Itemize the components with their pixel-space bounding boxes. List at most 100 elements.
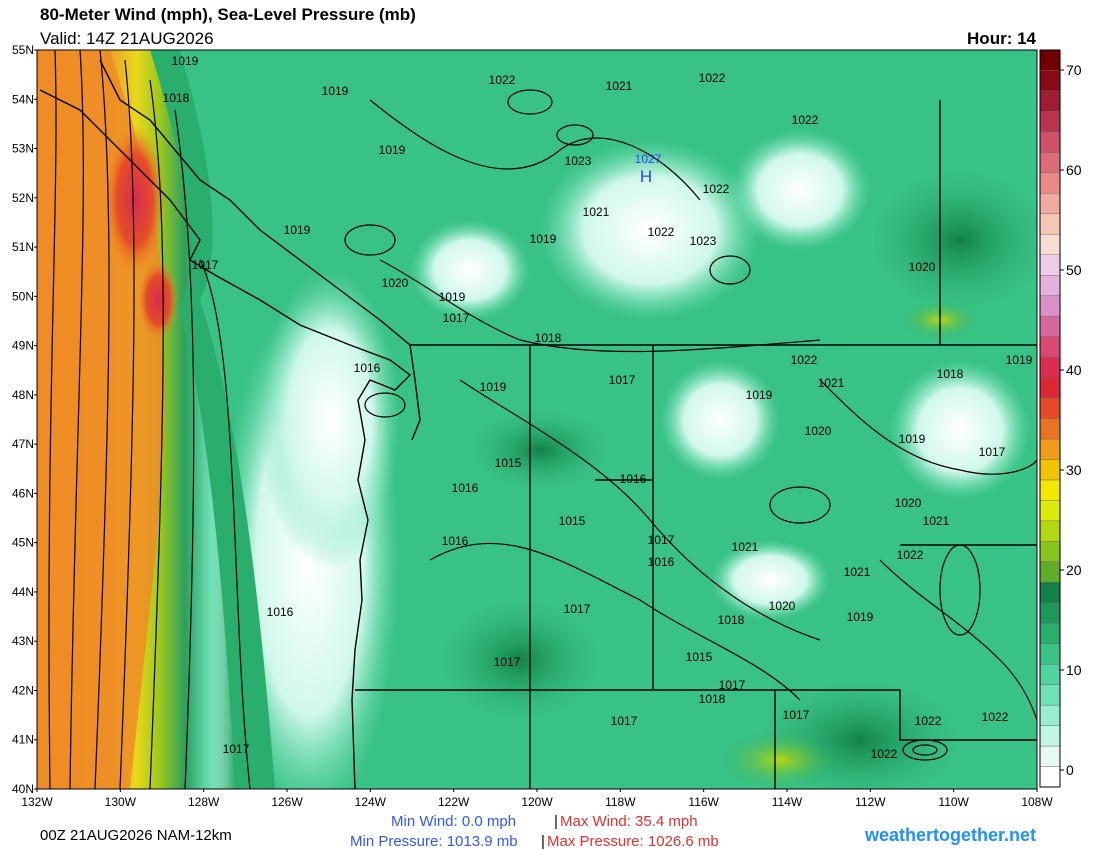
colorbar-swatch bbox=[1039, 172, 1061, 194]
isobar-label: 1018 bbox=[163, 91, 190, 105]
colorbar-swatch bbox=[1039, 418, 1061, 440]
max-wind: Max Wind: 35.4 mph bbox=[560, 813, 698, 830]
colorbar-swatch bbox=[1039, 315, 1061, 337]
colorbar-tick-label: 30 bbox=[1066, 462, 1082, 478]
colorbar-tick-label: 0 bbox=[1066, 762, 1074, 778]
isobar-label: 1022 bbox=[648, 225, 675, 239]
wind-max bbox=[138, 260, 178, 340]
colorbar-swatch bbox=[1039, 766, 1061, 788]
latitude-label: 51N bbox=[12, 240, 34, 254]
colorbar-tick-label: 50 bbox=[1066, 262, 1082, 278]
isobar-label: 1017 bbox=[192, 258, 219, 272]
isobar-label: 1021 bbox=[818, 376, 845, 390]
isobar-label: 1018 bbox=[718, 613, 745, 627]
field-patch bbox=[710, 540, 830, 620]
isobar-label: 1017 bbox=[648, 533, 675, 547]
longitude-label: 122W bbox=[438, 795, 470, 809]
colorbar-swatch bbox=[1039, 725, 1061, 747]
longitude-label: 110W bbox=[938, 795, 969, 809]
isobar-label: 1016 bbox=[648, 555, 675, 569]
isobar-label: 1016 bbox=[452, 481, 479, 495]
longitude-label: 128W bbox=[188, 795, 220, 809]
isobar-label: 1020 bbox=[805, 424, 832, 438]
colorbar-swatch bbox=[1039, 459, 1061, 481]
isobar-label: 1017 bbox=[609, 373, 636, 387]
isobar-label: 1020 bbox=[382, 276, 409, 290]
longitude-label: 108W bbox=[1021, 795, 1053, 809]
max-pressure: Max Pressure: 1026.6 mb bbox=[547, 833, 719, 850]
isobar-label: 1022 bbox=[489, 73, 516, 87]
isobar-label: 1022 bbox=[871, 747, 898, 761]
field-patch bbox=[260, 270, 400, 570]
field-patch bbox=[890, 360, 1030, 500]
colorbar-swatch bbox=[1039, 49, 1061, 71]
wind-max bbox=[105, 125, 165, 275]
field-patch bbox=[540, 140, 760, 320]
colorbar-swatch bbox=[1039, 397, 1061, 419]
isobar-label: 1017 bbox=[494, 655, 521, 669]
colorbar-tick-label: 70 bbox=[1066, 62, 1082, 78]
colorbar-tick-label: 20 bbox=[1066, 562, 1082, 578]
colorbar-swatch bbox=[1039, 500, 1061, 522]
colorbar-swatch bbox=[1039, 70, 1061, 92]
longitude-label: 120W bbox=[521, 795, 553, 809]
isobar-label: 1019 bbox=[172, 54, 199, 68]
isobar-label: 1023 bbox=[690, 234, 717, 248]
latitude-label: 43N bbox=[12, 634, 34, 648]
isobar-label: 1017 bbox=[223, 742, 250, 756]
longitude-label: 130W bbox=[105, 795, 137, 809]
isobar-label: 1019 bbox=[480, 380, 507, 394]
latitude-label: 50N bbox=[12, 289, 34, 303]
colorbar-swatch bbox=[1039, 356, 1061, 378]
isobar-label: 1021 bbox=[583, 205, 610, 219]
isobar-label: 1018 bbox=[937, 367, 964, 381]
latitude-label: 40N bbox=[12, 782, 34, 796]
latitude-label: 54N bbox=[12, 92, 34, 106]
isobar-label: 1015 bbox=[559, 514, 586, 528]
colorbar-swatch bbox=[1039, 684, 1061, 706]
isobar-label: 1022 bbox=[982, 710, 1009, 724]
site-name[interactable]: weathertogether.net bbox=[864, 825, 1036, 845]
isobar-label: 1015 bbox=[686, 650, 713, 664]
colorbar-swatch bbox=[1039, 234, 1061, 255]
colorbar-swatch bbox=[1039, 541, 1061, 563]
isobar-label: 1016 bbox=[620, 472, 647, 486]
colorbar-swatch bbox=[1039, 479, 1061, 501]
separator: | bbox=[554, 813, 558, 830]
colorbar-swatch bbox=[1039, 193, 1061, 214]
longitude-label: 132W bbox=[21, 795, 53, 809]
isobar-label: 1019 bbox=[439, 290, 466, 304]
isobar-label: 1017 bbox=[719, 678, 746, 692]
latitude-label: 44N bbox=[12, 585, 34, 599]
map-field bbox=[37, 50, 1037, 789]
colorbar-swatch bbox=[1039, 377, 1061, 399]
isobar-label: 1016 bbox=[354, 361, 381, 375]
longitude-label: 126W bbox=[271, 795, 303, 809]
isobar-label: 1016 bbox=[442, 534, 469, 548]
longitude-label: 114W bbox=[772, 795, 803, 809]
isobar-label: 1015 bbox=[495, 456, 522, 470]
map-labels: 55N 54N 53N 52N 51N 50N 49N 48N 47N 46N 45N 44N 43N 4… bbox=[12, 43, 1053, 809]
latitude-label: 46N bbox=[12, 486, 34, 500]
model-run: 00Z 21AUG2026 NAM-12km bbox=[40, 827, 232, 844]
colorbar-swatch bbox=[1039, 704, 1061, 726]
isobar-label: 1017 bbox=[979, 445, 1006, 459]
isobar-label: 1017 bbox=[443, 311, 470, 325]
colorbar-swatch bbox=[1039, 152, 1061, 174]
colorbar-swatch bbox=[1039, 254, 1061, 276]
isobar-label: 1022 bbox=[699, 71, 726, 85]
longitude-label: 124W bbox=[355, 795, 387, 809]
isobar-label: 1017 bbox=[783, 708, 810, 722]
colorbar-swatch bbox=[1039, 438, 1061, 460]
isobar-label: 1018 bbox=[699, 692, 726, 706]
isobar-label: 1020 bbox=[769, 599, 796, 613]
colorbar-swatch bbox=[1039, 111, 1061, 133]
longitude-label: 116W bbox=[688, 795, 719, 809]
forecast-hour: Hour: 14 bbox=[967, 29, 1037, 48]
isobar-label: 1016 bbox=[267, 605, 294, 619]
colorbar-swatch bbox=[1039, 213, 1061, 235]
isobar-label: 1022 bbox=[792, 113, 819, 127]
colorbar-swatch bbox=[1039, 561, 1061, 583]
isobar-label: 1017 bbox=[611, 714, 638, 728]
